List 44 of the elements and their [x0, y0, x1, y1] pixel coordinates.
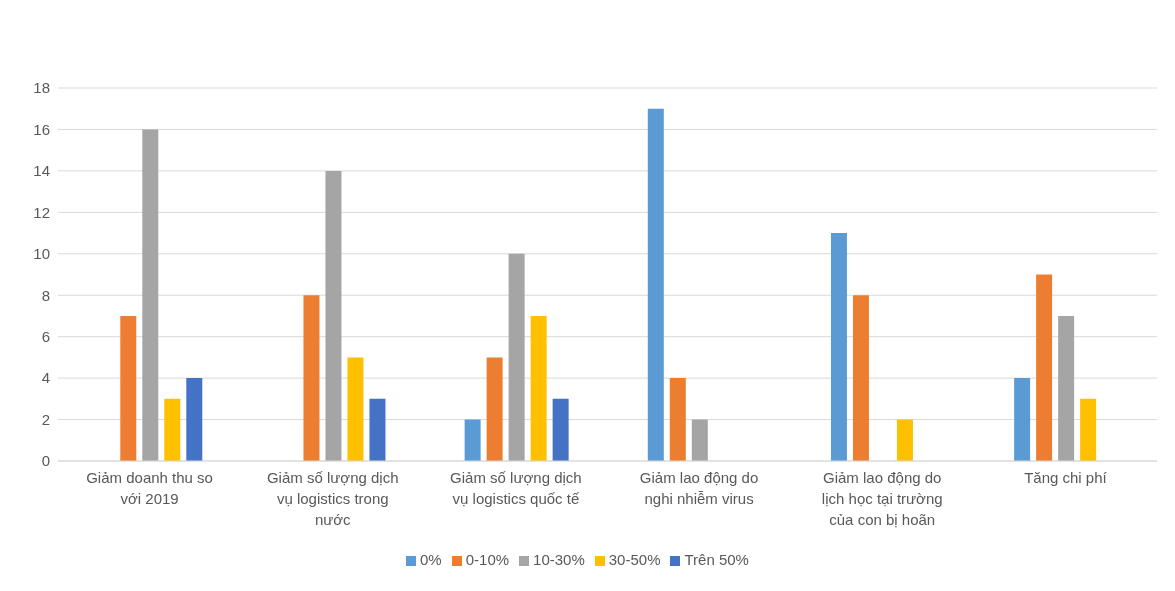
bar	[530, 315, 547, 461]
x-tick-label: Giảm lao động do lịch học tại trường của con bị hoãn	[821, 469, 943, 528]
y-tick-label: 12	[33, 203, 50, 221]
bar	[830, 233, 847, 461]
bar	[691, 419, 708, 461]
y-tick-label: 18	[33, 79, 50, 97]
bar	[508, 253, 525, 461]
bar	[164, 398, 181, 461]
bar	[464, 419, 481, 461]
bar	[1080, 398, 1097, 461]
bar	[552, 398, 569, 461]
bar	[486, 357, 503, 461]
x-tick-label: Giảm số lượng dịch vụ logistics trong nước	[266, 469, 399, 528]
y-tick-label: 8	[41, 286, 50, 304]
x-tick-label: Tăng chi phí	[1024, 469, 1108, 486]
bar	[347, 357, 364, 461]
x-tick-label: Giảm doanh thu so với 2019	[86, 469, 213, 507]
bar	[896, 419, 913, 461]
y-tick-label: 14	[33, 162, 50, 180]
y-tick-label: 10	[33, 245, 50, 263]
x-tick-label: Giảm số lượng dịch vụ logistics quốc tế	[450, 469, 582, 507]
bar	[1058, 315, 1075, 461]
bar	[669, 378, 686, 461]
bar	[186, 378, 203, 461]
bar	[303, 295, 320, 461]
bar	[120, 315, 137, 461]
legend-label: 0%	[420, 551, 442, 568]
legend-label: 0-10%	[465, 551, 510, 568]
bar	[142, 129, 159, 461]
y-tick-label: 0	[41, 452, 50, 470]
bar	[647, 108, 664, 461]
y-tick-label: 16	[33, 120, 50, 138]
y-tick-label: 4	[41, 369, 50, 387]
y-tick-label: 6	[41, 327, 50, 345]
bar	[1014, 378, 1031, 461]
x-tick-label: Giảm lao động do nghi nhiễm virus	[639, 469, 759, 507]
bar	[1036, 274, 1053, 461]
legend-label: 10-30%	[533, 551, 585, 568]
legend-label: 30-50%	[608, 551, 661, 568]
bar	[369, 398, 386, 461]
y-tick-label: 2	[41, 410, 50, 428]
legend-label: Trên 50%	[684, 551, 749, 568]
bar	[325, 170, 342, 461]
bar	[852, 295, 869, 461]
